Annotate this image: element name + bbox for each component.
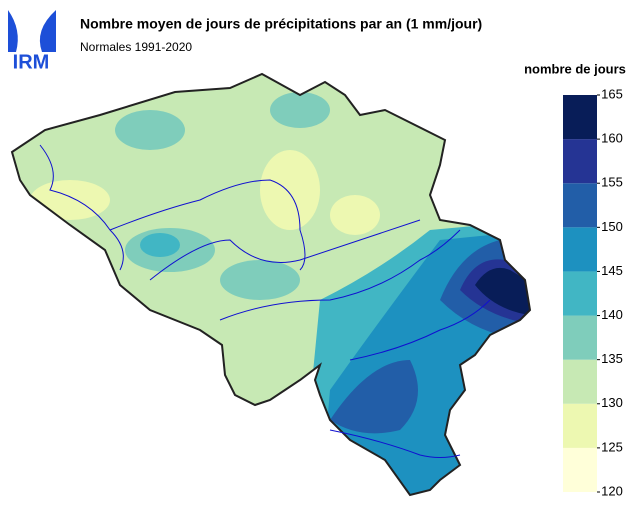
legend-tick-label: 140 xyxy=(601,307,623,322)
map-fill xyxy=(12,74,530,495)
title: Nombre moyen de jours de précipitations … xyxy=(80,16,482,32)
rivers xyxy=(39,144,491,458)
logo: IRM xyxy=(8,10,56,73)
legend-swatch xyxy=(563,271,597,316)
legend-tick-label: 130 xyxy=(601,395,623,410)
logo-text: IRM xyxy=(13,51,50,73)
legend-swatch xyxy=(563,183,597,228)
subtitle: Normales 1991-2020 xyxy=(80,40,192,54)
legend-swatch xyxy=(563,139,597,184)
legend-tick-label: 120 xyxy=(601,483,623,498)
legend-swatch xyxy=(563,315,597,360)
legend-swatch xyxy=(563,227,597,272)
legend-title: nombre de jours xyxy=(524,61,626,76)
legend-tick-label: 125 xyxy=(601,439,623,454)
legend-tick-label: 135 xyxy=(601,351,623,366)
legend: 120 125 130 135 140 145 150 155 160 165 xyxy=(563,86,623,498)
legend-swatch xyxy=(563,447,597,492)
legend-swatch xyxy=(563,359,597,404)
legend-tick-label: 165 xyxy=(601,86,623,101)
legend-swatch xyxy=(563,95,597,140)
legend-tick-label: 150 xyxy=(601,219,623,234)
legend-tick-label: 155 xyxy=(601,175,623,190)
legend-tick-label: 145 xyxy=(601,263,623,278)
legend-tick-label: 160 xyxy=(601,131,623,146)
legend-swatch xyxy=(563,403,597,448)
